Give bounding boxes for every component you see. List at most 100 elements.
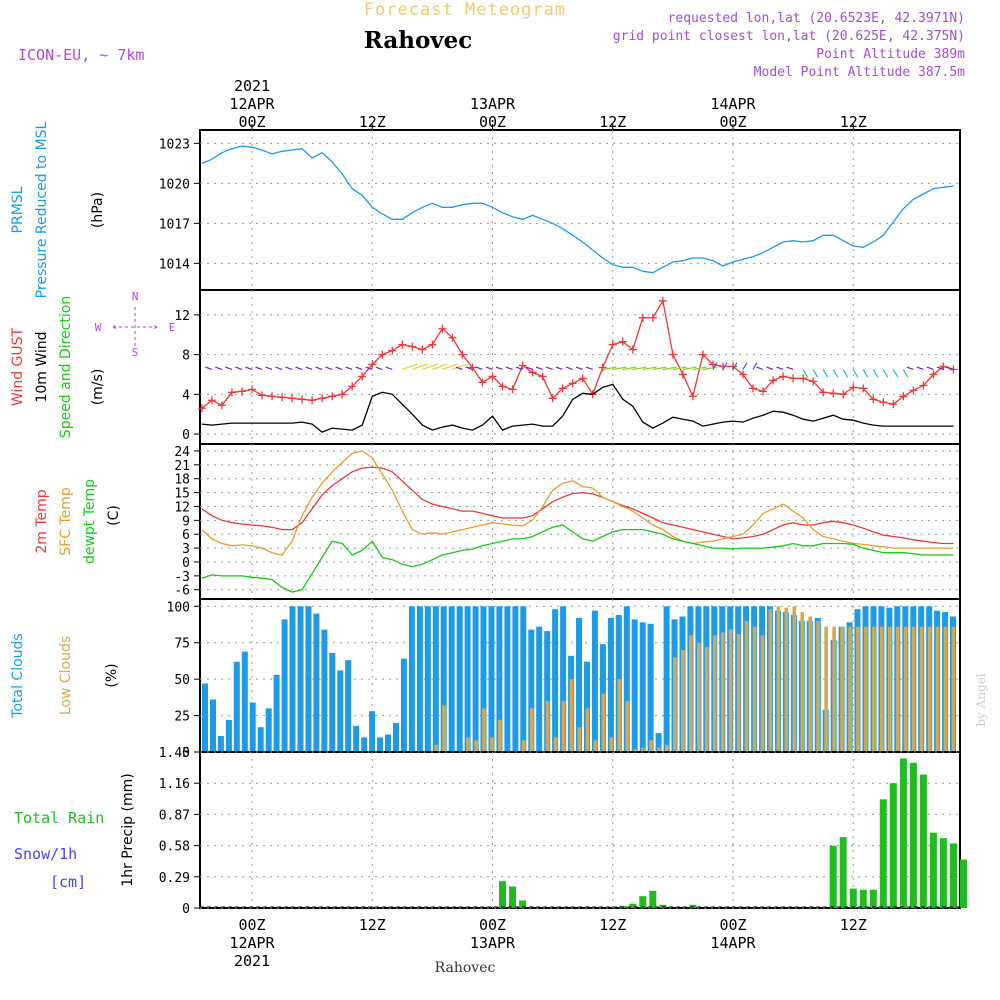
low-cloud-bar xyxy=(442,705,446,752)
label-10m-wind: 10m Wind xyxy=(34,331,50,402)
total-cloud-bar xyxy=(456,606,463,752)
wind-direction-arrow xyxy=(682,366,697,371)
wind-direction-arrow xyxy=(505,366,513,371)
gust-marker xyxy=(378,350,387,359)
rain-bar xyxy=(649,890,657,908)
total-cloud-bar xyxy=(655,733,662,752)
gust-marker xyxy=(879,398,888,407)
y-tick-label: 1014 xyxy=(159,257,190,272)
total-cloud-bar xyxy=(552,609,559,752)
series-line-prmsl xyxy=(201,145,954,274)
low-cloud-bar xyxy=(784,607,789,752)
label-prmsl: PRMSL xyxy=(10,186,26,233)
gust-marker xyxy=(538,372,547,381)
bottom-time-label: 12Z xyxy=(359,916,386,934)
gust-marker xyxy=(448,333,457,342)
low-cloud-bar xyxy=(720,632,725,752)
compass-e: E xyxy=(169,321,176,334)
low-cloud-bar xyxy=(880,626,884,752)
label-low-clouds: Low Clouds xyxy=(58,636,74,715)
rain-bar xyxy=(689,904,697,908)
gust-marker xyxy=(217,401,226,410)
rain-bar xyxy=(519,900,527,908)
wind-direction-arrow xyxy=(235,366,243,371)
low-cloud-bar xyxy=(553,737,558,752)
wind-direction-arrow xyxy=(515,366,523,371)
model-altitude: Model Point Altitude 387.5m xyxy=(754,65,965,80)
gust-marker xyxy=(678,370,687,379)
top-date-label: 14APR xyxy=(710,95,756,113)
total-cloud-bar xyxy=(345,660,352,752)
total-cloud-bar xyxy=(257,727,264,752)
rain-bar xyxy=(629,903,637,908)
series-line-sfc-temp xyxy=(201,450,954,556)
low-cloud-bar xyxy=(593,740,598,752)
wind-direction-arrow xyxy=(345,366,353,371)
wind-direction-arrow xyxy=(672,366,687,371)
bottom-date-label: 13APR xyxy=(470,934,516,952)
y-tick-label: 0 xyxy=(182,746,190,761)
gust-marker xyxy=(558,384,567,393)
label-cm: [cm] xyxy=(50,873,86,891)
top-date-label: 13APR xyxy=(470,95,516,113)
wind-direction-arrow xyxy=(402,363,418,371)
wind-direction-arrow xyxy=(872,369,879,378)
low-cloud-bar xyxy=(736,634,741,752)
y-tick-label: -3 xyxy=(174,570,190,585)
wind-direction-arrow xyxy=(245,366,253,371)
rain-bar xyxy=(839,837,847,908)
gust-marker xyxy=(889,400,898,409)
total-cloud-bar xyxy=(440,606,447,752)
label-pressure-msl: Pressure Reduced to MSL xyxy=(34,121,50,298)
gust-marker xyxy=(478,378,487,387)
wind-direction-arrow xyxy=(315,366,323,371)
low-cloud-bar xyxy=(816,620,820,752)
gust-marker xyxy=(528,368,537,377)
y-tick-label: 21 xyxy=(174,459,190,474)
gust-marker xyxy=(248,385,256,394)
gust-marker xyxy=(859,384,868,393)
total-cloud-bar xyxy=(480,606,487,752)
panel-labels-pressure: PRMSL Pressure Reduced to MSL (hPa) xyxy=(10,121,106,298)
low-cloud-bar xyxy=(689,635,693,752)
rain-bar xyxy=(509,886,516,908)
total-cloud-bar xyxy=(432,606,439,752)
wind-direction-arrow xyxy=(692,366,707,371)
wind-direction-arrow xyxy=(335,366,343,371)
top-time-label: 00Z xyxy=(238,113,265,131)
gust-marker xyxy=(268,392,277,401)
y-tick-label: 18 xyxy=(174,473,190,488)
low-cloud-bar xyxy=(872,626,876,752)
gust-marker xyxy=(869,395,878,404)
total-cloud-bar xyxy=(273,674,280,752)
wind-direction-arrow xyxy=(802,369,809,378)
top-time-label: 12Z xyxy=(840,113,867,131)
wind-direction-arrow xyxy=(375,366,383,371)
gust-marker xyxy=(237,387,246,396)
panel-frame-wind xyxy=(199,289,961,445)
low-cloud-bar xyxy=(521,740,526,752)
wind-direction-arrow xyxy=(565,366,573,371)
wind-direction-arrow xyxy=(325,366,333,371)
wind-direction-arrow xyxy=(722,362,728,370)
low-cloud-bar xyxy=(657,747,661,752)
gust-marker xyxy=(288,394,297,403)
wind-direction-arrow xyxy=(622,366,637,371)
rain-bar xyxy=(960,859,967,908)
total-cloud-bar xyxy=(591,610,598,752)
total-cloud-bar xyxy=(289,606,296,752)
wind-direction-arrow xyxy=(555,366,563,371)
rain-bar xyxy=(899,758,907,908)
low-cloud-bar xyxy=(848,626,852,752)
total-cloud-bar xyxy=(520,606,527,752)
wind-direction-arrow xyxy=(946,366,954,371)
series-line-dewpt-temp xyxy=(201,524,954,593)
rain-bar xyxy=(919,774,927,908)
y-tick-label: 100 xyxy=(167,600,190,615)
y-tick-label: 0.87 xyxy=(159,808,190,823)
panel-clouds: 0 25 50 75 100 Total Clouds Low Clouds (%) xyxy=(10,598,961,761)
gust-marker xyxy=(227,388,236,397)
wind-direction-arrow xyxy=(585,366,593,371)
total-cloud-bar xyxy=(528,629,535,752)
